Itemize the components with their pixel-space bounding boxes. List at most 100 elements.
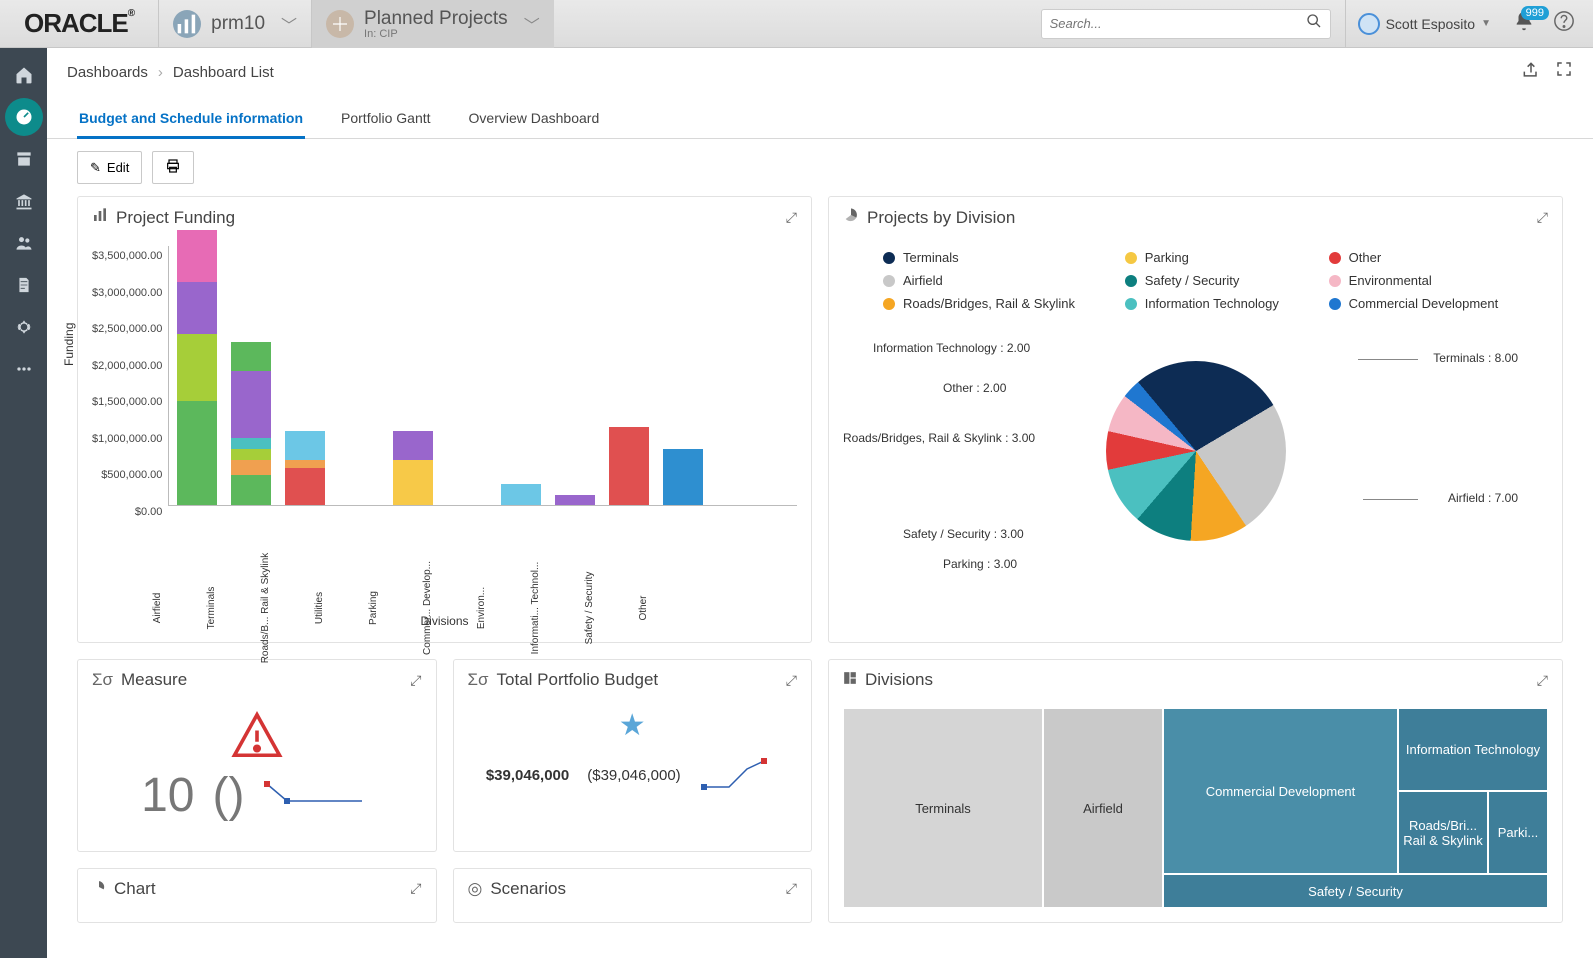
card-measure: Σσ Measure ⤢ 10 ()	[77, 659, 437, 852]
treemap-icon	[843, 670, 857, 690]
search-box[interactable]	[1041, 9, 1331, 39]
expand-icon[interactable]: ⤢	[786, 672, 797, 689]
print-button[interactable]	[152, 151, 194, 184]
bell-icon	[1513, 19, 1535, 36]
rail-doc[interactable]	[5, 266, 43, 304]
context-prm10-label: prm10	[211, 13, 265, 35]
fullscreen-icon[interactable]	[1555, 60, 1573, 84]
card-chart: Chart ⤢	[77, 868, 437, 924]
card-title: Project Funding	[116, 208, 235, 228]
pd-legend: TerminalsParkingOtherAirfieldSafety / Se…	[843, 246, 1548, 321]
tm-it[interactable]: Information Technology	[1398, 708, 1548, 791]
project-funding-chart: Funding $3,500,000.00$3,000,000.00$2,500…	[92, 246, 797, 546]
pd-label-airfield: Airfield : 7.00	[1448, 491, 1518, 505]
user-name: Scott Esposito	[1386, 16, 1476, 32]
main: Dashboards › Dashboard List Budget and S…	[47, 48, 1593, 958]
pf-plot	[168, 246, 797, 506]
rail-home[interactable]	[5, 56, 43, 94]
oracle-logo: ORACLE®	[0, 8, 158, 39]
pd-label-roads: Roads/Bridges, Rail & Skylink : 3.00	[843, 431, 1035, 445]
pd-pie	[1106, 361, 1286, 541]
context-prm10[interactable]: prm10 ﹀	[158, 0, 311, 48]
tm-roads[interactable]: Roads/Bri... Rail & Skylink	[1398, 791, 1488, 874]
breadcrumb: Dashboards › Dashboard List	[47, 48, 1593, 96]
tpb-value: $39,046,000	[486, 767, 569, 784]
card-title: Scenarios	[490, 879, 566, 899]
target-icon: ◎	[468, 879, 483, 899]
rail-dashboards[interactable]	[5, 98, 43, 136]
pd-label-parking: Parking : 3.00	[943, 557, 1017, 571]
tpb-paren: ($39,046,000)	[587, 767, 680, 784]
measure-sparkline	[262, 776, 372, 816]
rail-bank[interactable]	[5, 182, 43, 220]
sigma-icon: Σσ	[92, 670, 113, 690]
pie-icon	[92, 879, 106, 899]
pf-x-labels: AirfieldTerminalsRoads/B... Rail & Skyli…	[92, 550, 797, 610]
tab-budget-schedule[interactable]: Budget and Schedule information	[77, 102, 305, 139]
tm-airfield[interactable]: Airfield	[1043, 708, 1163, 908]
tab-overview[interactable]: Overview Dashboard	[467, 102, 602, 138]
expand-icon[interactable]: ⤢	[786, 209, 797, 226]
breadcrumb-leaf: Dashboard List	[173, 64, 274, 81]
card-total-portfolio-budget: Σσ Total Portfolio Budget ⤢ ★ $39,046,00…	[453, 659, 813, 852]
pd-pie-wrap: Terminals : 8.00 Airfield : 7.00 Parking…	[843, 321, 1548, 581]
warning-icon	[230, 708, 284, 762]
notifications-button[interactable]: 999	[1503, 10, 1545, 37]
pd-label-other: Other : 2.00	[943, 381, 1006, 395]
rail-settings[interactable]	[5, 308, 43, 346]
expand-icon[interactable]: ⤢	[1537, 672, 1548, 689]
card-title: Total Portfolio Budget	[497, 670, 659, 690]
graph-icon	[173, 10, 201, 38]
chevron-down-icon: ﹀	[281, 12, 297, 36]
chevron-right-icon: ›	[158, 64, 163, 81]
blueprint-icon	[326, 10, 354, 38]
breadcrumb-root[interactable]: Dashboards	[67, 64, 148, 81]
top-bar: ORACLE® prm10 ﹀ Planned Projects In: CIP…	[0, 0, 1593, 48]
card-title: Measure	[121, 670, 187, 690]
context-planned-sub: In: CIP	[364, 28, 508, 40]
card-projects-by-division: Projects by Division ⤢ TerminalsParkingO…	[828, 196, 1563, 643]
chevron-down-icon: ﹀	[524, 12, 540, 36]
card-divisions: Divisions ⤢ Terminals Airfield Commercia…	[828, 659, 1563, 923]
card-title: Chart	[114, 879, 156, 899]
pd-label-safety: Safety / Security : 3.00	[903, 527, 1024, 541]
tm-parking[interactable]: Parki...	[1488, 791, 1548, 874]
pie-icon	[843, 207, 859, 228]
tm-safety[interactable]: Safety / Security	[1163, 874, 1548, 908]
card-scenarios: ◎ Scenarios ⤢	[453, 868, 813, 924]
tab-bar: Budget and Schedule information Portfoli…	[47, 96, 1593, 139]
card-title: Projects by Division	[867, 208, 1015, 228]
expand-icon[interactable]: ⤢	[410, 880, 421, 897]
star-icon: ★	[619, 708, 646, 743]
rail-archive[interactable]	[5, 140, 43, 178]
rail-more[interactable]	[5, 350, 43, 388]
measure-paren: ()	[212, 768, 244, 823]
tm-terminals[interactable]: Terminals	[843, 708, 1043, 908]
notification-badge: 999	[1521, 6, 1549, 20]
edit-button[interactable]: ✎ Edit	[77, 151, 142, 184]
rail-people[interactable]	[5, 224, 43, 262]
context-planned-projects[interactable]: Planned Projects In: CIP ﹀	[311, 0, 554, 48]
tab-portfolio-gantt[interactable]: Portfolio Gantt	[339, 102, 433, 138]
tpb-sparkline	[699, 755, 779, 795]
expand-icon[interactable]: ⤢	[786, 880, 797, 897]
pf-y-axis: Funding $3,500,000.00$3,000,000.00$2,500…	[92, 246, 168, 546]
print-icon	[165, 158, 181, 177]
search-input[interactable]	[1050, 16, 1306, 31]
measure-value: 10	[141, 768, 194, 823]
card-title: Divisions	[865, 670, 933, 690]
user-menu[interactable]: Scott Esposito ▼	[1345, 0, 1503, 48]
expand-icon[interactable]: ⤢	[1537, 209, 1548, 226]
toolbar: ✎ Edit	[47, 139, 1593, 196]
share-icon[interactable]	[1521, 60, 1541, 84]
pd-label-terminals: Terminals : 8.00	[1433, 351, 1518, 365]
card-project-funding: Project Funding ⤢ Funding $3,500,000.00$…	[77, 196, 812, 643]
bar-chart-icon	[92, 207, 108, 228]
tm-commercial[interactable]: Commercial Development	[1163, 708, 1398, 874]
expand-icon[interactable]: ⤢	[410, 672, 421, 689]
pencil-icon: ✎	[90, 160, 101, 176]
search-icon[interactable]	[1306, 13, 1322, 34]
help-icon[interactable]	[1545, 10, 1593, 38]
avatar-icon	[1358, 13, 1380, 35]
sigma-icon: Σσ	[468, 670, 489, 690]
